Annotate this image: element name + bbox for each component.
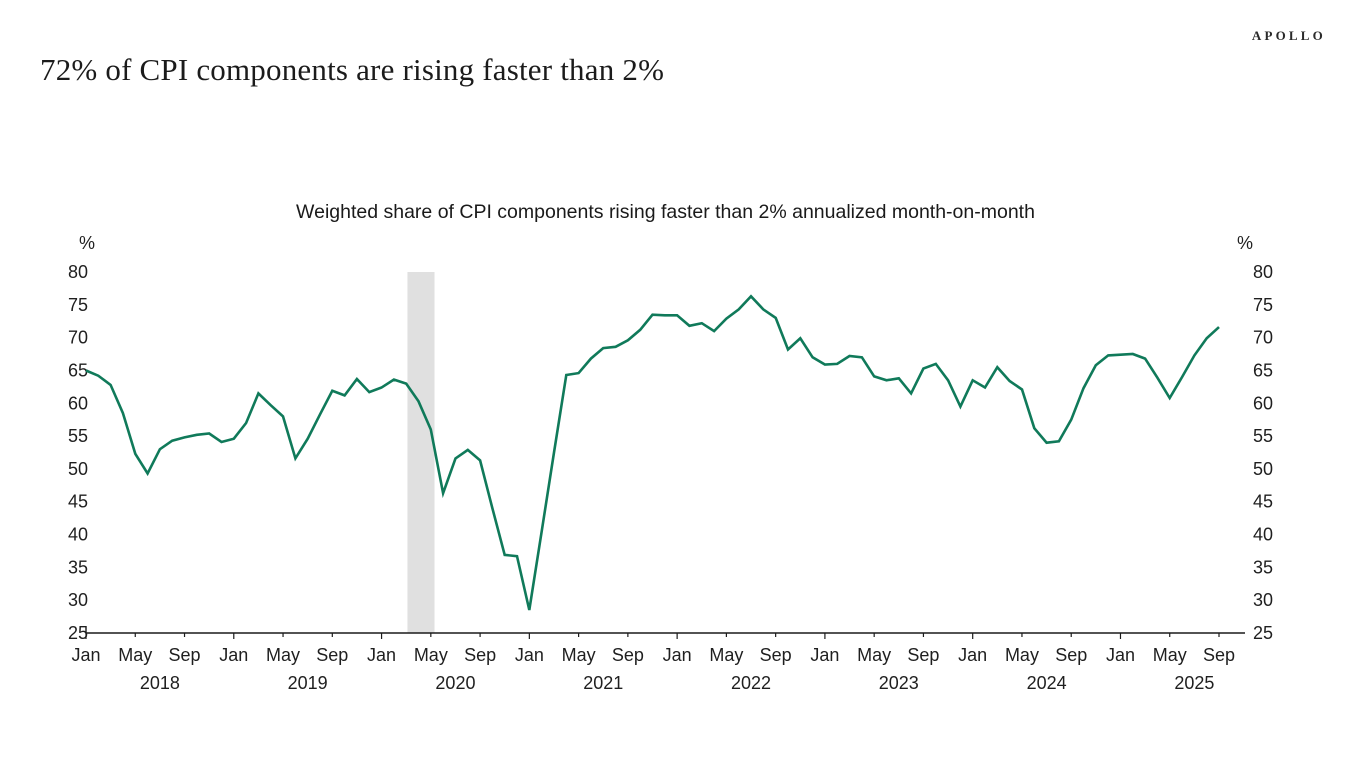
y-tick-label-left: 60 (68, 393, 88, 413)
x-month-label: Jan (71, 645, 100, 665)
x-month-label: May (1153, 645, 1187, 665)
x-month-label: Jan (1106, 645, 1135, 665)
x-month-label: Jan (515, 645, 544, 665)
x-month-label: Jan (663, 645, 692, 665)
y-tick-label-right: 25 (1253, 623, 1273, 643)
x-month-label: May (562, 645, 596, 665)
x-month-label: Sep (612, 645, 644, 665)
x-month-label: May (266, 645, 300, 665)
y-tick-label-left: 30 (68, 590, 88, 610)
x-year-label: 2025 (1174, 673, 1214, 693)
y-tick-label-right: 30 (1253, 590, 1273, 610)
x-month-label: May (857, 645, 891, 665)
y-tick-label-right: 45 (1253, 492, 1273, 512)
y-tick-label-right: 65 (1253, 360, 1273, 380)
y-tick-label-left: 25 (68, 623, 88, 643)
y-tick-label-right: 55 (1253, 426, 1273, 446)
x-year-label: 2020 (435, 673, 475, 693)
x-year-label: 2019 (288, 673, 328, 693)
x-month-label: Jan (958, 645, 987, 665)
x-month-label: Jan (219, 645, 248, 665)
y-tick-label-right: 60 (1253, 393, 1273, 413)
x-year-label: 2022 (731, 673, 771, 693)
x-year-label: 2018 (140, 673, 180, 693)
y-tick-label-right: 75 (1253, 295, 1273, 315)
x-month-label: May (414, 645, 448, 665)
chart-title: Weighted share of CPI components rising … (296, 201, 1035, 223)
y-tick-label-left: 75 (68, 295, 88, 315)
x-month-label: Sep (169, 645, 201, 665)
y-tick-label-left: 70 (68, 328, 88, 348)
x-month-label: Sep (316, 645, 348, 665)
y-tick-label-left: 80 (68, 262, 88, 282)
y-tick-label-right: 35 (1253, 557, 1273, 577)
y-axis-unit-left: % (78, 233, 95, 253)
y-tick-label-left: 55 (68, 426, 88, 446)
x-month-label: Jan (810, 645, 839, 665)
y-tick-label-left: 65 (68, 360, 88, 380)
apollo-logo: APOLLO (1251, 28, 1326, 43)
y-tick-label-right: 70 (1253, 328, 1273, 348)
x-year-label: 2023 (879, 673, 919, 693)
x-month-label: Jan (367, 645, 396, 665)
y-tick-label-right: 50 (1253, 459, 1273, 479)
x-year-label: 2024 (1027, 673, 1067, 693)
y-tick-label-left: 40 (68, 525, 88, 545)
x-month-label: Sep (464, 645, 496, 665)
recession-shading-band (407, 272, 435, 633)
x-year-label: 2021 (583, 673, 623, 693)
y-tick-label-right: 80 (1253, 262, 1273, 282)
cpi-share-line (85, 294, 1220, 611)
x-month-label: May (118, 645, 152, 665)
x-month-label: Sep (1055, 645, 1087, 665)
x-month-label: Sep (760, 645, 792, 665)
y-tick-label-left: 35 (68, 557, 88, 577)
page-title: 72% of CPI components are rising faster … (40, 52, 665, 87)
y-axis-unit-right: % (1237, 233, 1254, 253)
x-month-label: May (709, 645, 743, 665)
y-tick-label-right: 40 (1253, 525, 1273, 545)
y-tick-label-left: 45 (68, 492, 88, 512)
y-tick-label-left: 50 (68, 459, 88, 479)
x-month-label: May (1005, 645, 1039, 665)
x-month-label: Sep (1203, 645, 1235, 665)
x-month-label: Sep (907, 645, 939, 665)
